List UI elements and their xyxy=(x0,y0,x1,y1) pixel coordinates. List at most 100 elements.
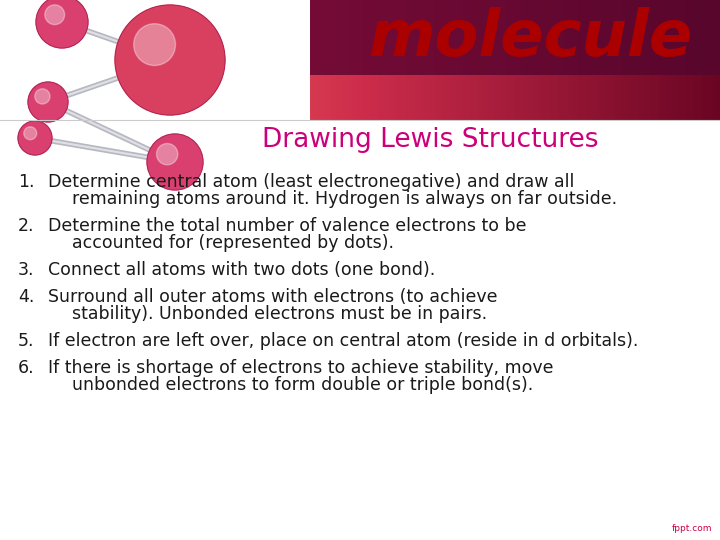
Bar xyxy=(99,75,102,120)
Bar xyxy=(670,0,673,75)
Bar xyxy=(178,75,181,120)
Bar xyxy=(504,75,508,120)
Bar xyxy=(166,0,169,75)
Bar xyxy=(531,75,534,120)
Bar xyxy=(238,0,240,120)
Bar xyxy=(287,0,289,120)
Bar xyxy=(439,0,443,75)
Bar xyxy=(34,75,37,120)
Bar xyxy=(643,75,647,120)
Bar xyxy=(2,0,6,75)
Bar xyxy=(369,0,373,75)
Bar xyxy=(650,0,654,75)
Bar xyxy=(220,0,222,120)
Bar xyxy=(221,0,223,120)
Bar xyxy=(394,0,397,75)
Bar xyxy=(210,0,212,120)
Bar xyxy=(218,75,222,120)
Bar xyxy=(331,75,335,120)
Bar xyxy=(382,0,385,75)
Bar xyxy=(605,75,608,120)
Bar xyxy=(711,75,714,120)
Bar xyxy=(631,75,634,120)
Bar xyxy=(490,75,493,120)
Bar xyxy=(451,75,454,120)
Bar xyxy=(252,75,256,120)
Bar xyxy=(110,0,114,75)
Bar xyxy=(295,75,299,120)
Bar xyxy=(319,0,323,75)
Bar xyxy=(708,0,711,75)
Text: 3.: 3. xyxy=(18,261,35,279)
Bar xyxy=(571,75,575,120)
Bar xyxy=(245,0,247,120)
Bar xyxy=(312,0,315,75)
Bar xyxy=(461,75,464,120)
Bar xyxy=(247,0,251,75)
Circle shape xyxy=(18,121,52,155)
Bar xyxy=(137,0,140,75)
Bar xyxy=(91,75,94,120)
Bar xyxy=(322,0,325,75)
Bar xyxy=(50,0,54,75)
Bar xyxy=(86,0,90,75)
Bar xyxy=(439,75,443,120)
Bar xyxy=(250,0,253,75)
Bar xyxy=(96,75,99,120)
Circle shape xyxy=(115,5,225,115)
Bar xyxy=(593,75,596,120)
Bar xyxy=(713,75,716,120)
Bar xyxy=(31,75,35,120)
Bar xyxy=(456,0,459,75)
Bar xyxy=(691,75,695,120)
Bar xyxy=(108,75,112,120)
Bar xyxy=(626,75,630,120)
Bar xyxy=(125,0,128,75)
Bar xyxy=(215,0,217,120)
Bar xyxy=(171,75,174,120)
Bar xyxy=(240,75,243,120)
Bar xyxy=(624,0,627,75)
Bar xyxy=(218,0,222,75)
Bar xyxy=(81,75,85,120)
Bar xyxy=(583,75,587,120)
Bar xyxy=(495,0,498,75)
Bar xyxy=(331,0,335,75)
Bar xyxy=(477,75,481,120)
Bar xyxy=(410,75,414,120)
Bar xyxy=(677,0,680,75)
Bar xyxy=(487,0,490,75)
Bar xyxy=(285,0,287,120)
Bar xyxy=(557,75,560,120)
Bar xyxy=(468,0,472,75)
Bar xyxy=(358,0,361,75)
Bar xyxy=(27,75,30,120)
Bar xyxy=(283,75,287,120)
Bar xyxy=(418,0,421,75)
Bar xyxy=(163,0,166,75)
Bar xyxy=(384,0,387,75)
Bar xyxy=(173,0,176,75)
Bar xyxy=(302,0,306,75)
Bar xyxy=(281,0,284,75)
Bar xyxy=(60,0,63,75)
Bar xyxy=(322,75,325,120)
Bar xyxy=(706,0,709,75)
Bar xyxy=(461,0,464,75)
Bar xyxy=(706,75,709,120)
Bar xyxy=(655,0,659,75)
Text: Determine the total number of valence electrons to be: Determine the total number of valence el… xyxy=(48,217,526,235)
Bar xyxy=(511,75,515,120)
Bar xyxy=(258,0,260,120)
Bar xyxy=(459,75,462,120)
Bar xyxy=(149,75,152,120)
Bar xyxy=(257,75,260,120)
Bar xyxy=(665,0,668,75)
Bar xyxy=(260,0,262,120)
Bar xyxy=(614,75,618,120)
Bar xyxy=(523,0,526,75)
Bar xyxy=(355,0,359,75)
Bar xyxy=(117,75,121,120)
Bar xyxy=(454,0,457,75)
Bar xyxy=(209,75,212,120)
